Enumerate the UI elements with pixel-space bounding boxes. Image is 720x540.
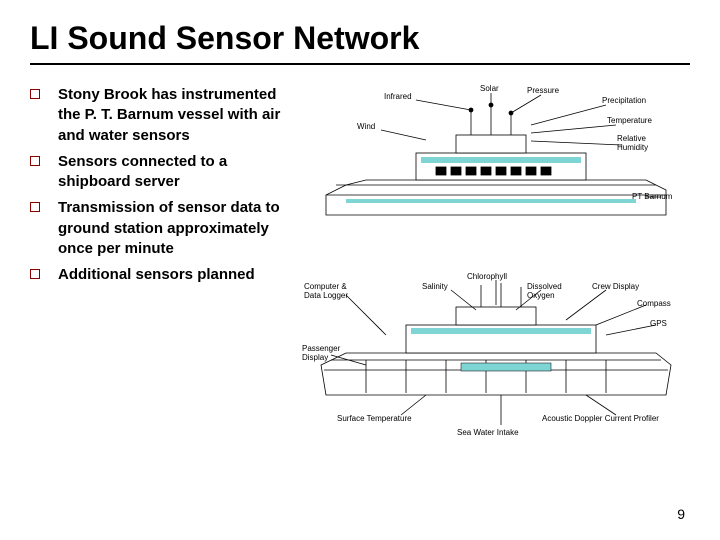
label-sea-water-intake: Sea Water Intake [457, 429, 519, 438]
label-salinity: Salinity [422, 283, 448, 292]
page-number: 9 [677, 506, 685, 522]
label-chlorophyll: Chlorophyll [467, 273, 507, 282]
ship-diagram: Infrared Solar Pressure Wind Precipitati… [302, 85, 690, 445]
label-acoustic-doppler: Acoustic Doppler Current Profiler [542, 415, 659, 424]
list-item: Stony Brook has instrumented the P. T. B… [30, 85, 290, 146]
label-compass: Compass [637, 300, 671, 309]
bullet-text: Transmission of sensor data to ground st… [58, 198, 290, 259]
label-relative-humidity: Relative Humidity [617, 135, 667, 153]
list-item: Transmission of sensor data to ground st… [30, 198, 290, 259]
bullet-text: Additional sensors planned [58, 265, 255, 285]
label-gps: GPS [650, 320, 667, 329]
content-row: Stony Brook has instrumented the P. T. B… [30, 85, 690, 445]
label-temperature: Temperature [607, 117, 652, 126]
square-bullet-icon [30, 202, 40, 212]
list-item: Sensors connected to a shipboard server [30, 152, 290, 193]
diagram-column: Infrared Solar Pressure Wind Precipitati… [302, 85, 690, 445]
label-infrared: Infrared [384, 93, 412, 102]
bullet-text: Stony Brook has instrumented the P. T. B… [58, 85, 290, 146]
label-surface-temp: Surface Temperature [337, 415, 412, 424]
square-bullet-icon [30, 156, 40, 166]
label-crew-display: Crew Display [592, 283, 639, 292]
bullet-column: Stony Brook has instrumented the P. T. B… [30, 85, 290, 445]
label-computer-logger: Computer & Data Logger [304, 283, 364, 301]
label-pressure: Pressure [527, 87, 559, 96]
label-pt-barnum: PT Barnum [632, 193, 672, 202]
label-dissolved-oxygen: Dissolved Oxygen [527, 283, 577, 301]
label-precipitation: Precipitation [602, 97, 646, 106]
bullet-list: Stony Brook has instrumented the P. T. B… [30, 85, 290, 285]
page-title: LI Sound Sensor Network [30, 20, 690, 65]
label-passenger-display: Passenger Display [302, 345, 357, 363]
square-bullet-icon [30, 89, 40, 99]
label-wind: Wind [357, 123, 375, 132]
square-bullet-icon [30, 269, 40, 279]
label-solar: Solar [480, 85, 499, 94]
list-item: Additional sensors planned [30, 265, 290, 285]
bullet-text: Sensors connected to a shipboard server [58, 152, 290, 193]
